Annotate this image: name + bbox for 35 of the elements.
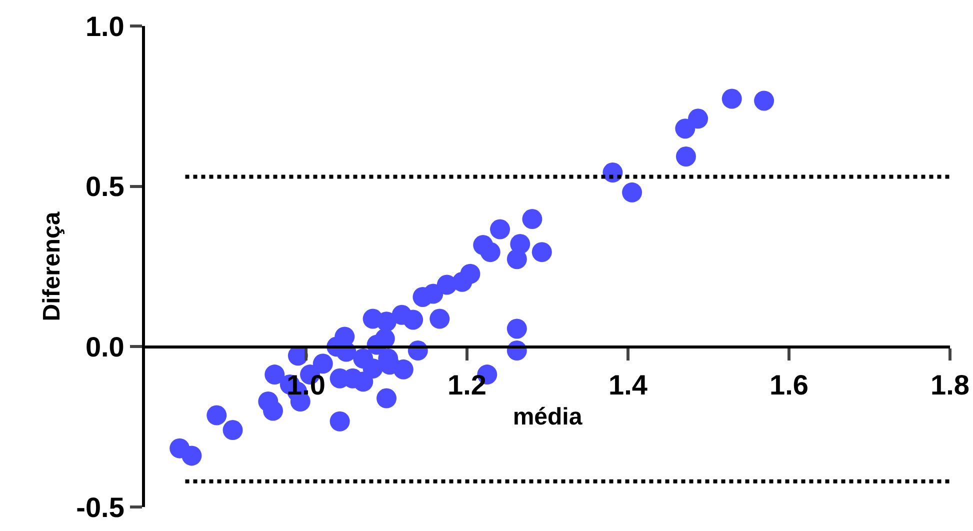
y-tick-label: 0.0 xyxy=(85,331,124,362)
point xyxy=(403,310,424,330)
point xyxy=(460,264,480,284)
point xyxy=(330,411,350,432)
point xyxy=(688,108,708,129)
x-tick-label: 1.2 xyxy=(448,369,486,400)
point xyxy=(182,446,202,466)
point xyxy=(264,364,285,385)
point xyxy=(622,182,642,202)
point xyxy=(722,88,742,109)
point xyxy=(506,249,527,270)
point xyxy=(506,318,527,339)
point xyxy=(490,219,510,240)
point xyxy=(480,242,500,262)
y-axis-title: Diferença xyxy=(38,211,66,322)
point xyxy=(206,405,227,426)
point xyxy=(312,354,333,374)
point xyxy=(362,358,383,378)
point xyxy=(754,90,774,111)
x-tick-label: 1.4 xyxy=(608,369,648,400)
point xyxy=(222,420,243,440)
x-tick-label: 1.8 xyxy=(930,369,970,400)
y-tick-label: 1.0 xyxy=(85,10,124,42)
y-tick-label: -0.5 xyxy=(76,492,124,523)
point xyxy=(430,308,450,329)
point xyxy=(522,209,542,230)
x-tick-label: 1.6 xyxy=(770,369,808,400)
x-axis-title: média xyxy=(512,404,583,431)
point xyxy=(676,146,696,166)
point xyxy=(675,118,696,139)
y-tick-label: 0.5 xyxy=(85,171,124,202)
point xyxy=(393,359,414,380)
point xyxy=(532,242,552,262)
point xyxy=(376,388,396,408)
point xyxy=(263,400,283,421)
